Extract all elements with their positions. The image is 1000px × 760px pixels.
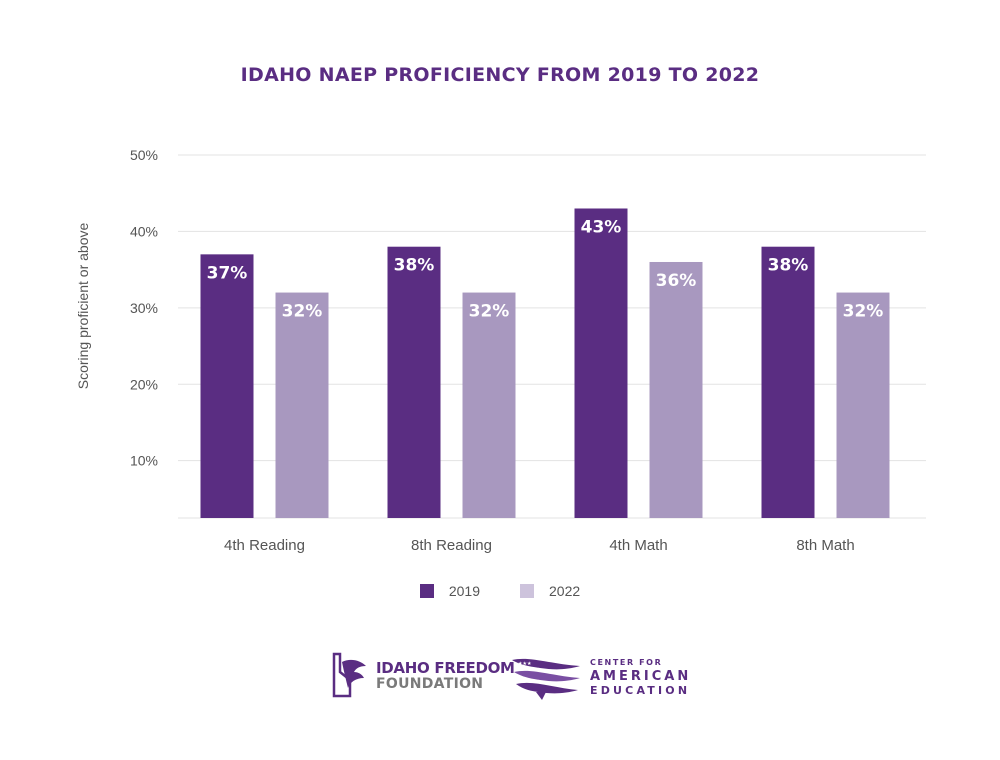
legend-item-2022: 2022	[520, 583, 580, 599]
y-tick-label: 40%	[130, 223, 158, 239]
idaho-eagle-icon	[332, 652, 366, 698]
cae-logo-line3: EDUCATION	[590, 684, 691, 697]
x-tick-label: 8th Math	[796, 537, 854, 554]
flag-eagle-icon: ★★★	[512, 658, 580, 700]
legend-swatch-2022	[520, 584, 534, 598]
bar-2022-3	[836, 292, 890, 518]
y-tick-label: 30%	[130, 300, 158, 316]
data-label-2019-0: 37%	[207, 263, 248, 283]
center-for-american-education-logo: ★★★ CENTER FOR AMERICAN EDUCATION	[510, 654, 691, 700]
iff-logo-line1: IDAHO FREEDOM	[376, 659, 515, 677]
cae-logo-line1: CENTER FOR	[590, 658, 663, 667]
bar-2019-1	[387, 246, 441, 518]
idaho-freedom-foundation-logo: IDAHO FREEDOM FOUNDATION	[330, 652, 515, 700]
data-label-2019-3: 38%	[768, 256, 809, 276]
legend-label-2022: 2022	[549, 583, 581, 599]
legend-swatch-2019	[419, 584, 434, 598]
legend-item-2019: 2019	[419, 583, 480, 599]
x-tick-label: 8th Reading	[411, 537, 492, 554]
cae-logo-line2: AMERICAN	[590, 669, 692, 684]
y-tick-label: 20%	[130, 376, 158, 392]
data-label-2019-1: 38%	[394, 256, 435, 276]
y-tick-label: 10%	[130, 453, 158, 469]
bar-2019-0	[200, 254, 254, 519]
x-tick-label: 4th Reading	[224, 537, 305, 554]
footer-logos: IDAHO FREEDOM FOUNDATION ★★★ CENTER FOR …	[0, 652, 1000, 704]
bar-2022-1	[462, 292, 516, 518]
data-label-2022-2: 36%	[656, 271, 697, 291]
svg-text:★★★: ★★★	[518, 661, 532, 667]
x-tick-label: 4th Math	[609, 537, 667, 554]
bar-2019-3	[761, 246, 815, 518]
bar-2022-0	[275, 292, 329, 518]
data-label-2022-1: 32%	[469, 302, 510, 322]
bar-2022-2	[649, 261, 703, 518]
chart-title: IDAHO NAEP PROFICIENCY FROM 2019 TO 2022	[240, 64, 760, 86]
bar-2019-2	[574, 208, 628, 518]
data-label-2022-0: 32%	[282, 302, 323, 322]
legend: 2019 2022	[0, 583, 1000, 599]
bar-chart: 10% 20% 30% 40% 50% 37% 32% 4th Reading 38% 32% 8t…	[75, 147, 926, 554]
data-label-2019-2: 43%	[581, 217, 622, 237]
y-tick-label: 50%	[130, 147, 158, 163]
y-axis-label: Scoring proficient or above	[75, 223, 91, 390]
iff-logo-line2: FOUNDATION	[376, 676, 484, 692]
legend-label-2019: 2019	[448, 583, 480, 599]
data-label-2022-3: 32%	[843, 302, 884, 322]
